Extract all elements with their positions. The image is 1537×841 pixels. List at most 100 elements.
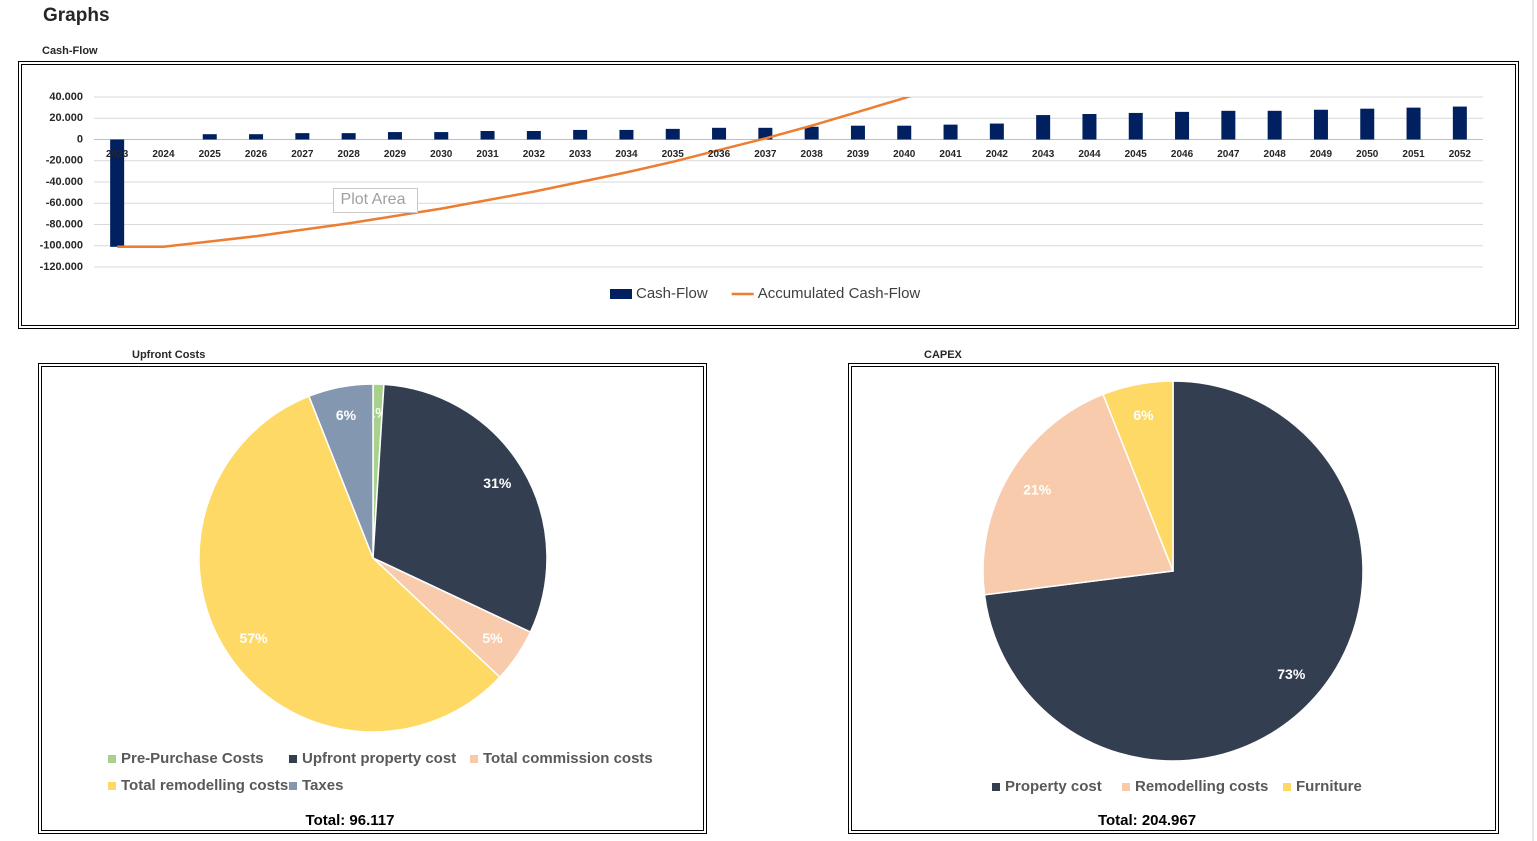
x-tick-label: 2034: [615, 149, 638, 160]
x-tick-label: 2051: [1402, 149, 1425, 160]
pie-slice: [372, 383, 548, 634]
chart-layer: 40.000 20.000 0 -20.000 -40.000 -60.000 -80.00…: [40, 91, 1483, 829]
bar: [526, 131, 541, 140]
legend-label: Pre-Purchase Costs: [121, 750, 264, 767]
x-tick-label: 2032: [523, 149, 546, 160]
x-tick-label: 2047: [1217, 149, 1240, 160]
bar: [249, 134, 264, 140]
data-label: 31%: [483, 475, 512, 491]
page-title: Graphs: [43, 5, 110, 26]
x-tick-label: 2038: [801, 149, 824, 160]
bar: [1267, 110, 1282, 140]
legend-swatch: [1122, 783, 1130, 791]
y-tick-label: -100.000: [40, 240, 83, 252]
x-tick-label: 2024: [152, 149, 175, 160]
bar: [1360, 108, 1375, 140]
bar: [480, 131, 495, 140]
x-tick-label: 2036: [708, 149, 731, 160]
x-tick-label: 2041: [939, 149, 962, 160]
x-tick-label: 2027: [291, 149, 314, 160]
x-tick-label: 2026: [245, 149, 268, 160]
bar: [1128, 112, 1143, 140]
x-tick-label: 2050: [1356, 149, 1379, 160]
data-label: 21%: [1023, 481, 1052, 497]
bar: [1175, 111, 1190, 140]
chart-border: [38, 363, 707, 834]
bar: [804, 126, 819, 140]
x-tick-label: 2025: [199, 149, 222, 160]
legend-label: Accumulated Cash-Flow: [758, 285, 921, 302]
bar: [573, 129, 588, 140]
x-tick-label: 2031: [476, 149, 499, 160]
x-tick-label: 2035: [662, 149, 685, 160]
legend-label: Property cost: [1005, 778, 1102, 795]
chart-border: [18, 61, 1519, 329]
x-tick-label: 2052: [1449, 149, 1472, 160]
y-tick-label: -120.000: [40, 261, 83, 273]
bar: [850, 125, 865, 140]
pie-slice: [307, 383, 374, 559]
chart-title: Cash-Flow: [42, 45, 98, 57]
x-tick-label: 2028: [338, 149, 361, 160]
x-tick-label: 2048: [1264, 149, 1287, 160]
bar: [295, 133, 310, 140]
chart-title: CAPEX: [924, 349, 963, 361]
legend-label: Remodelling costs: [1135, 778, 1268, 795]
x-tick-label: 2040: [893, 149, 916, 160]
legend-label: Total remodelling costs: [121, 777, 288, 794]
legend-swatch: [289, 755, 297, 763]
legend-swatch: [470, 755, 478, 763]
chart-border: [21, 64, 1516, 326]
tooltip: Plot Area: [333, 188, 418, 213]
x-tick-label: 2039: [847, 149, 870, 160]
bar: [1406, 107, 1421, 140]
data-label: 6%: [336, 407, 357, 423]
bar: [1313, 109, 1328, 140]
chart-border: [851, 366, 1496, 831]
legend-label: Taxes: [302, 777, 343, 794]
legend-swatch: [1283, 783, 1291, 791]
pie-slice: [198, 395, 501, 733]
pie-footer: Total: 96.117: [306, 812, 395, 829]
x-tick-label: 2044: [1078, 149, 1101, 160]
legend-label: Upfront property cost: [302, 750, 456, 767]
y-tick-label: -20.000: [46, 155, 83, 167]
x-tick-label: 2037: [754, 149, 777, 160]
x-tick-label: 2033: [569, 149, 592, 160]
y-tick-label: 0: [77, 133, 83, 145]
bar: [341, 133, 356, 140]
x-tick-label: 2030: [430, 149, 453, 160]
line: [117, 97, 912, 249]
x-tick-label: 2046: [1171, 149, 1194, 160]
legend-swatch: [610, 289, 632, 299]
x-tick-label: 2023: [106, 149, 129, 160]
x-tick-label: 2045: [1125, 149, 1148, 160]
x-tick-label: 2042: [986, 149, 1009, 160]
tooltip-text: Plot Area: [341, 191, 406, 208]
pie-slice: [982, 393, 1175, 596]
pie-slice: [1102, 380, 1174, 572]
legend-swatch: [289, 782, 297, 790]
data-label: 73%: [1277, 666, 1306, 682]
pie-footer: Total: 204.967: [1098, 812, 1196, 829]
x-tick-label: 2029: [384, 149, 407, 160]
x-tick-label: 2049: [1310, 149, 1333, 160]
bar: [897, 125, 912, 140]
chart-border: [41, 366, 704, 831]
chart-title: Upfront Costs: [132, 349, 205, 361]
data-label: 6%: [1133, 407, 1154, 423]
bar: [434, 132, 449, 140]
legend-label: Cash-Flow: [636, 285, 708, 302]
legend-swatch: [108, 782, 116, 790]
bar: [943, 124, 958, 140]
chart-border: [848, 363, 1499, 834]
y-tick-label: 40.000: [49, 91, 83, 103]
bar: [1082, 114, 1097, 140]
bar: [202, 134, 217, 140]
bar: [110, 139, 125, 247]
y-tick-label: -80.000: [46, 218, 83, 230]
bar: [665, 128, 680, 140]
legend-swatch: [992, 783, 1000, 791]
bar: [1036, 115, 1051, 140]
y-tick-label: -40.000: [46, 176, 83, 188]
